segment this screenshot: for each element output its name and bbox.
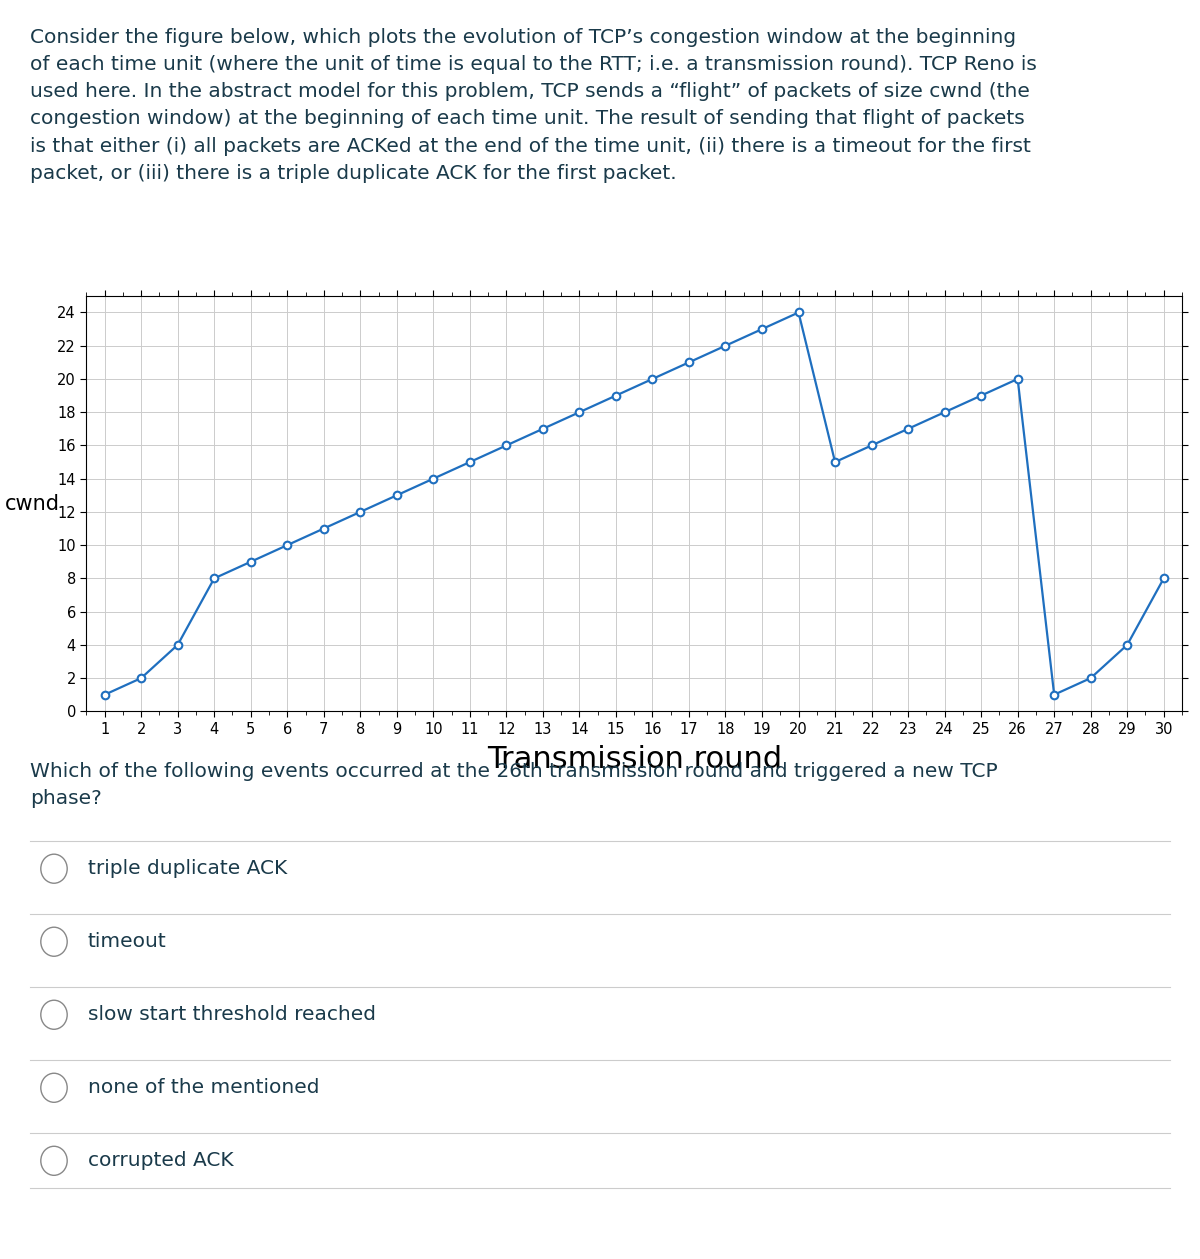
Text: Consider the figure below, which plots the evolution of TCP’s congestion window : Consider the figure below, which plots t… (30, 28, 1037, 183)
Text: slow start threshold reached: slow start threshold reached (88, 1005, 376, 1025)
X-axis label: Transmission round: Transmission round (487, 745, 781, 774)
Text: corrupted ACK: corrupted ACK (88, 1151, 233, 1171)
Y-axis label: cwnd: cwnd (5, 494, 60, 514)
Text: timeout: timeout (88, 932, 167, 952)
Text: Which of the following events occurred at the 26th transmission round and trigge: Which of the following events occurred a… (30, 762, 997, 808)
Text: none of the mentioned: none of the mentioned (88, 1078, 319, 1098)
Text: triple duplicate ACK: triple duplicate ACK (88, 859, 287, 879)
